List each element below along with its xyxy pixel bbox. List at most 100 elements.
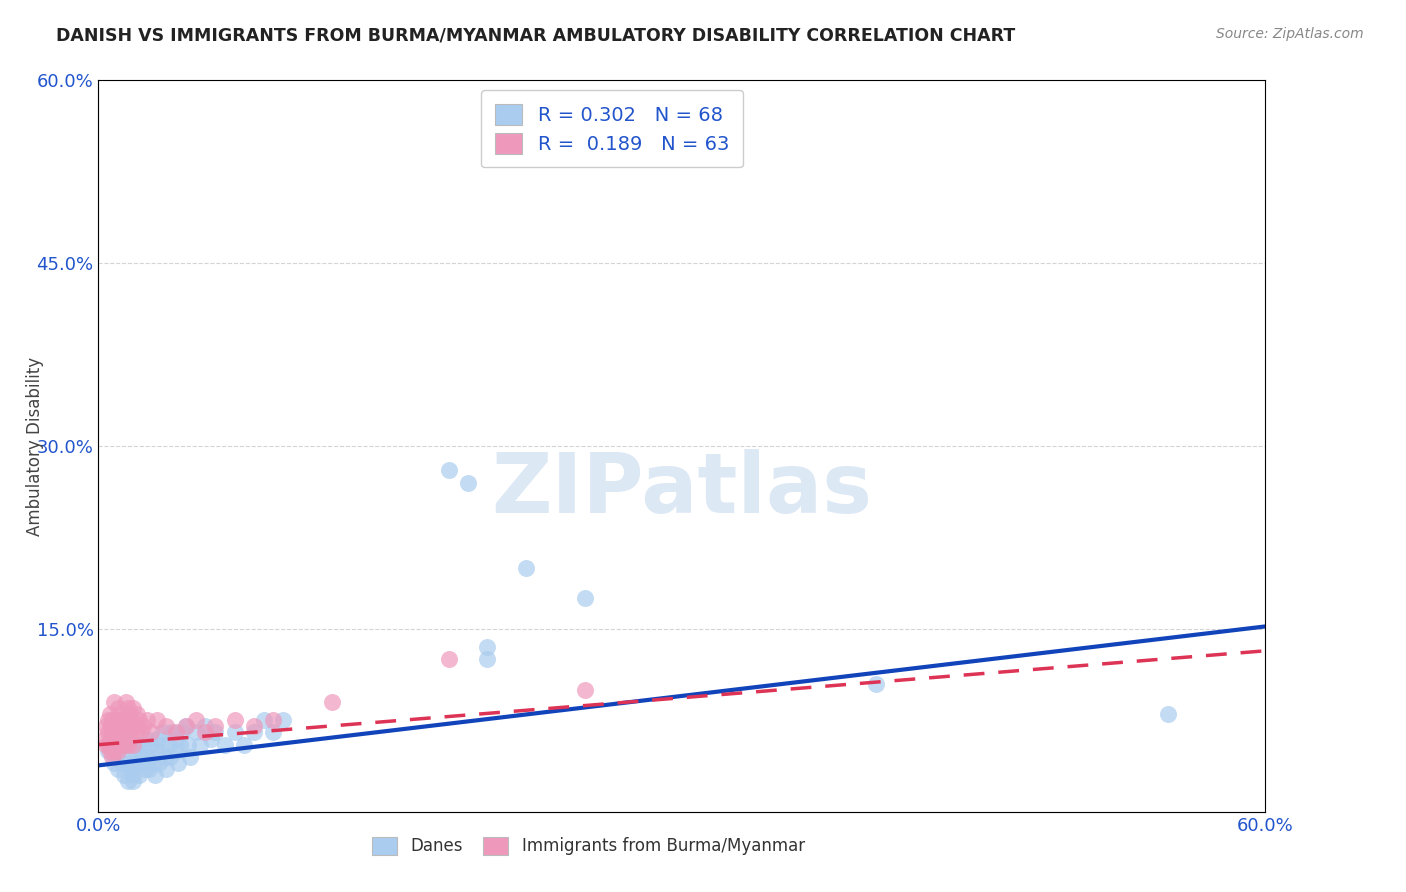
Point bbox=[111, 725, 134, 739]
Point bbox=[271, 714, 294, 728]
Point bbox=[146, 731, 169, 746]
Point bbox=[262, 714, 284, 728]
Point bbox=[155, 762, 177, 776]
Point bbox=[112, 719, 135, 733]
Point bbox=[146, 744, 169, 758]
Point bbox=[103, 695, 125, 709]
Point bbox=[188, 738, 211, 752]
Point bbox=[214, 738, 236, 752]
Point bbox=[96, 719, 118, 733]
Text: DANISH VS IMMIGRANTS FROM BURMA/MYANMAR AMBULATORY DISABILITY CORRELATION CHART: DANISH VS IMMIGRANTS FROM BURMA/MYANMAR … bbox=[56, 27, 1015, 45]
Point bbox=[167, 756, 190, 770]
Point bbox=[128, 768, 150, 782]
Text: Source: ZipAtlas.com: Source: ZipAtlas.com bbox=[1216, 27, 1364, 41]
Point bbox=[98, 731, 121, 746]
Point bbox=[142, 756, 165, 770]
Point bbox=[152, 725, 174, 739]
Point bbox=[107, 701, 129, 715]
Point bbox=[253, 714, 276, 728]
Point bbox=[155, 719, 177, 733]
Point bbox=[153, 749, 176, 764]
Point bbox=[146, 714, 169, 728]
Point bbox=[103, 731, 125, 746]
Point bbox=[262, 725, 284, 739]
Point bbox=[437, 652, 460, 666]
Point bbox=[117, 774, 139, 789]
Point bbox=[243, 719, 266, 733]
Point bbox=[134, 762, 156, 776]
Point bbox=[127, 707, 149, 722]
Point bbox=[204, 725, 226, 739]
Point bbox=[177, 738, 200, 752]
Legend: Danes, Immigrants from Burma/Myanmar: Danes, Immigrants from Burma/Myanmar bbox=[366, 830, 811, 862]
Point bbox=[224, 714, 246, 728]
Point bbox=[132, 738, 155, 752]
Point bbox=[107, 731, 129, 746]
Point bbox=[107, 719, 129, 733]
Point bbox=[184, 714, 207, 728]
Point bbox=[101, 749, 124, 764]
Point bbox=[97, 725, 120, 739]
Point bbox=[437, 463, 460, 477]
Point bbox=[1157, 707, 1180, 722]
Point bbox=[165, 731, 187, 746]
Point bbox=[124, 744, 146, 758]
Point bbox=[143, 768, 166, 782]
Point bbox=[128, 714, 150, 728]
Point bbox=[114, 695, 136, 709]
Point bbox=[122, 774, 145, 789]
Point bbox=[224, 725, 246, 739]
Point bbox=[138, 762, 160, 776]
Point bbox=[159, 749, 181, 764]
Point bbox=[101, 725, 124, 739]
Point bbox=[103, 744, 125, 758]
Point bbox=[170, 725, 193, 739]
Point bbox=[457, 475, 479, 490]
Point bbox=[103, 719, 125, 733]
Point bbox=[117, 701, 139, 715]
Point bbox=[132, 756, 155, 770]
Point bbox=[114, 731, 136, 746]
Point bbox=[111, 756, 134, 770]
Point bbox=[194, 719, 217, 733]
Point bbox=[98, 719, 121, 733]
Point bbox=[127, 756, 149, 770]
Point bbox=[97, 744, 120, 758]
Point bbox=[127, 738, 149, 752]
Point bbox=[108, 707, 131, 722]
Point bbox=[122, 768, 145, 782]
Point bbox=[93, 731, 115, 746]
Point bbox=[136, 749, 159, 764]
Point bbox=[165, 744, 187, 758]
Point bbox=[112, 738, 135, 752]
Point bbox=[112, 768, 135, 782]
Point bbox=[321, 695, 343, 709]
Point bbox=[174, 719, 197, 733]
Point bbox=[865, 676, 887, 690]
Point bbox=[515, 561, 537, 575]
Point bbox=[127, 725, 149, 739]
Point bbox=[477, 640, 499, 655]
Point bbox=[117, 725, 139, 739]
Point bbox=[104, 714, 127, 728]
Point bbox=[574, 591, 596, 606]
Point bbox=[118, 749, 141, 764]
Point bbox=[139, 738, 162, 752]
Point bbox=[574, 682, 596, 697]
Point bbox=[117, 756, 139, 770]
Point bbox=[174, 719, 197, 733]
Point bbox=[477, 652, 499, 666]
Point bbox=[162, 725, 184, 739]
Point bbox=[139, 725, 162, 739]
Point bbox=[108, 725, 131, 739]
Point bbox=[136, 714, 159, 728]
Point bbox=[136, 731, 159, 746]
Point bbox=[104, 725, 127, 739]
Point bbox=[107, 744, 129, 758]
Point bbox=[98, 707, 121, 722]
Point bbox=[111, 738, 134, 752]
Point bbox=[104, 749, 127, 764]
Point bbox=[233, 738, 256, 752]
Point bbox=[121, 762, 143, 776]
Point bbox=[101, 738, 124, 752]
